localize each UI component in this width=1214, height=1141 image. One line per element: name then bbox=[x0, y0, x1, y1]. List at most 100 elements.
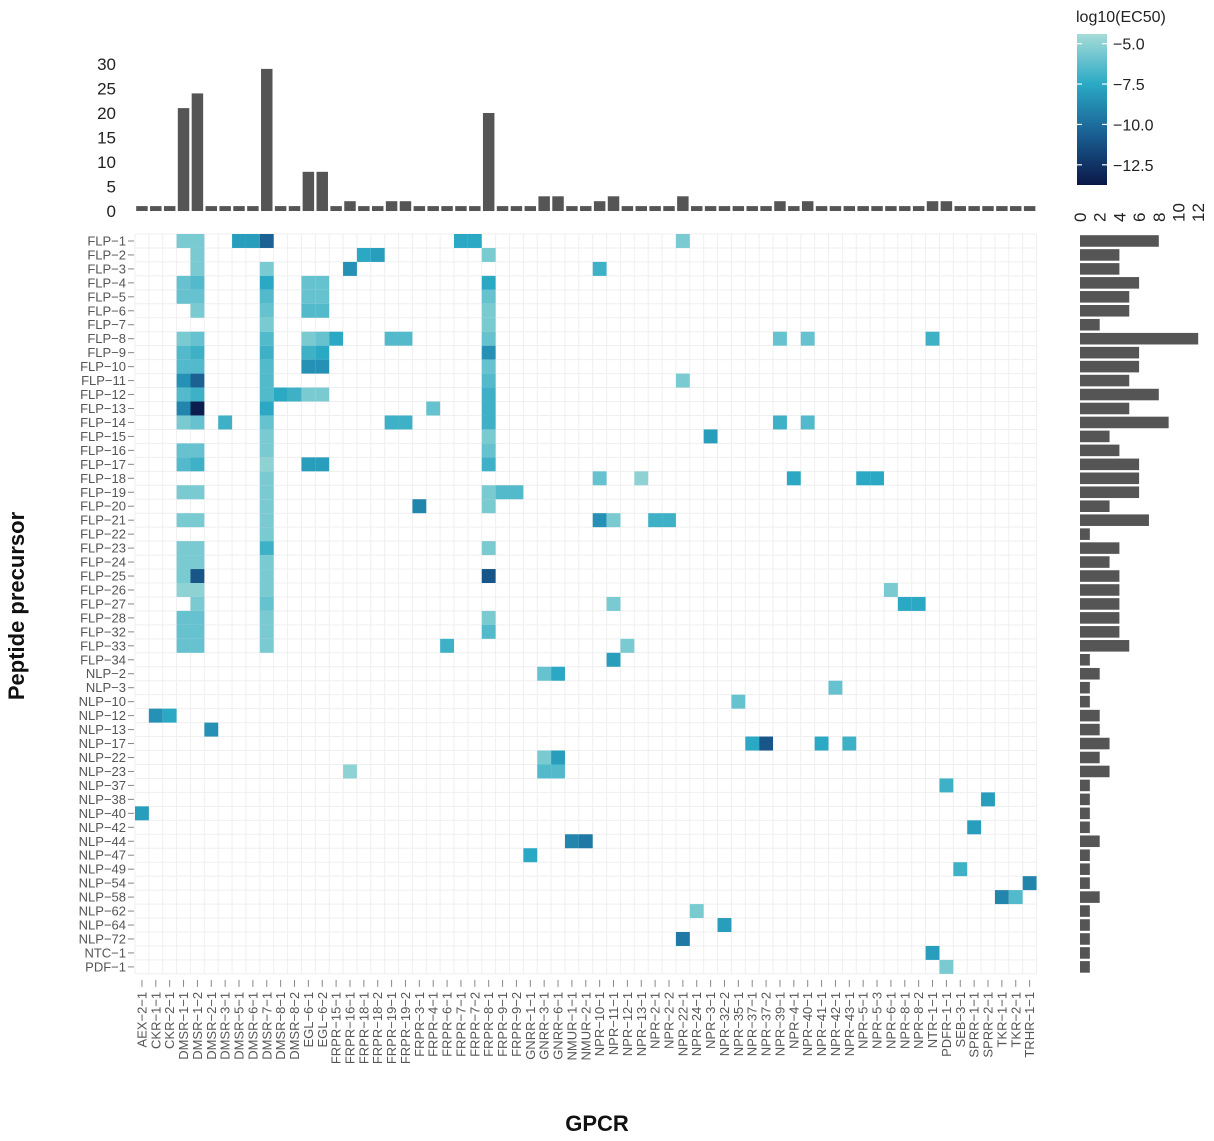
heatmap-cell bbox=[481, 303, 496, 318]
peptide-label: FLP−22 bbox=[80, 527, 126, 542]
gpcr-label: GNRR−3−1 bbox=[537, 992, 552, 1060]
side-bar bbox=[1080, 737, 1110, 750]
heatmap-cell bbox=[190, 443, 205, 458]
peptide-label: FLP−24 bbox=[80, 555, 126, 570]
peptide-label: FLP−14 bbox=[80, 415, 126, 430]
peptide-label: FLP−25 bbox=[80, 569, 126, 584]
heatmap-cell bbox=[259, 499, 274, 514]
peptide-label: FLP−12 bbox=[80, 387, 126, 402]
side-bar bbox=[1080, 612, 1120, 624]
gpcr-label: NPR−2−1 bbox=[648, 992, 663, 1049]
gpcr-label: SPRR−2−1 bbox=[981, 992, 996, 1058]
side-bar bbox=[1080, 835, 1100, 848]
peptide-label: NLP−44 bbox=[79, 834, 126, 849]
top-bar bbox=[247, 206, 259, 211]
colorbar-tick-label: −12.5 bbox=[1113, 158, 1154, 175]
heatmap-cell bbox=[578, 834, 593, 849]
heatmap-cell bbox=[675, 932, 690, 946]
peptide-label: NTC−1 bbox=[84, 945, 126, 960]
peptide-label: FLP−28 bbox=[80, 610, 126, 625]
x-axis-title: GPCR bbox=[565, 1111, 629, 1136]
heatmap-cell bbox=[190, 401, 205, 416]
top-bar bbox=[1010, 206, 1022, 211]
peptide-label: NLP−13 bbox=[79, 722, 126, 737]
top-bar bbox=[607, 196, 620, 211]
heatmap-cell bbox=[356, 247, 371, 262]
peptide-label: NLP−22 bbox=[79, 750, 126, 765]
top-axis-tick-label: 30 bbox=[97, 55, 116, 74]
gpcr-label: NPR−42−1 bbox=[828, 992, 843, 1056]
top-bar bbox=[691, 206, 703, 211]
side-bar bbox=[1080, 765, 1110, 778]
side-bar bbox=[1080, 416, 1169, 429]
heatmap-grid bbox=[134, 233, 1038, 975]
gpcr-label: NPR−5−3 bbox=[870, 992, 885, 1049]
side-bar bbox=[1080, 709, 1100, 722]
peptide-label: FLP−17 bbox=[80, 457, 126, 472]
heatmap-cell bbox=[481, 499, 496, 514]
gpcr-label: NPR−5−1 bbox=[856, 992, 871, 1049]
peptide-label: NLP−42 bbox=[79, 820, 126, 835]
heatmap-cell bbox=[759, 736, 774, 751]
top-bar-y-axis: 0 5 10 15 20 25 30 bbox=[97, 55, 116, 221]
gpcr-label: NPR−22−1 bbox=[675, 992, 690, 1056]
heatmap-cell bbox=[176, 373, 191, 388]
heatmap-cell bbox=[343, 261, 357, 276]
heatmap-cell bbox=[162, 708, 177, 723]
heatmap-cell bbox=[606, 596, 621, 611]
heatmap-cell bbox=[481, 247, 496, 262]
colorbar-tick-label: −5.0 bbox=[1113, 37, 1145, 54]
heatmap-cell bbox=[259, 471, 274, 486]
gpcr-label: GNRR−6−1 bbox=[551, 992, 566, 1060]
side-bar bbox=[1080, 514, 1149, 526]
gpcr-label: FRPR−6−1 bbox=[440, 992, 455, 1057]
heatmap-cell bbox=[842, 736, 857, 751]
heatmap-cell bbox=[925, 945, 940, 960]
side-bar bbox=[1080, 919, 1090, 931]
gpcr-label: DMSR−1−2 bbox=[190, 992, 205, 1060]
top-bar bbox=[940, 201, 953, 211]
gpcr-label: DMSR−5−1 bbox=[232, 992, 247, 1060]
top-bar bbox=[399, 201, 412, 211]
heatmap-cell bbox=[190, 289, 205, 304]
top-bar bbox=[857, 206, 869, 211]
gpcr-label: CKR−1−1 bbox=[148, 992, 163, 1049]
y-axis-title: Peptide precursor bbox=[4, 511, 29, 700]
top-axis-tick-label: 25 bbox=[97, 80, 116, 99]
heatmap-cell bbox=[190, 541, 205, 556]
gpcr-label: NPR−13−1 bbox=[634, 992, 649, 1056]
heatmap-cell bbox=[273, 387, 288, 402]
side-bar bbox=[1080, 374, 1130, 387]
side-bar bbox=[1080, 640, 1130, 652]
side-bar bbox=[1080, 695, 1090, 708]
top-bar-panel bbox=[136, 68, 1036, 212]
gpcr-label: FRPR−8−1 bbox=[481, 992, 496, 1057]
heatmap-cell bbox=[190, 569, 205, 583]
heatmap-cell bbox=[190, 247, 205, 262]
peptide-label: FLP−20 bbox=[80, 499, 126, 514]
heatmap-cell bbox=[537, 764, 552, 779]
side-axis-tick-label: 6 bbox=[1130, 213, 1149, 222]
peptide-label: FLP−10 bbox=[80, 359, 126, 374]
side-bar bbox=[1080, 626, 1120, 638]
heatmap-cell bbox=[259, 331, 274, 346]
side-axis-tick-label: 0 bbox=[1071, 213, 1090, 222]
heatmap-cell bbox=[481, 401, 496, 416]
gpcr-label: TKR−2−1 bbox=[1008, 992, 1023, 1048]
heatmap-cell bbox=[814, 736, 829, 751]
side-bar bbox=[1080, 360, 1140, 373]
heatmap-cell bbox=[1008, 890, 1023, 905]
heatmap-cell bbox=[481, 387, 496, 402]
top-bar bbox=[871, 206, 883, 211]
heatmap-cell bbox=[190, 638, 205, 653]
heatmap-cell bbox=[190, 583, 205, 597]
heatmap-cell bbox=[481, 415, 496, 430]
side-bar bbox=[1080, 444, 1120, 457]
gpcr-label: FRPR−4−1 bbox=[426, 992, 441, 1057]
heatmap-cell bbox=[190, 234, 205, 248]
heatmap-cell bbox=[259, 345, 274, 360]
top-bar bbox=[746, 206, 758, 211]
top-bar bbox=[968, 206, 980, 211]
heatmap-cell bbox=[329, 331, 344, 346]
heatmap-cell bbox=[537, 666, 552, 681]
